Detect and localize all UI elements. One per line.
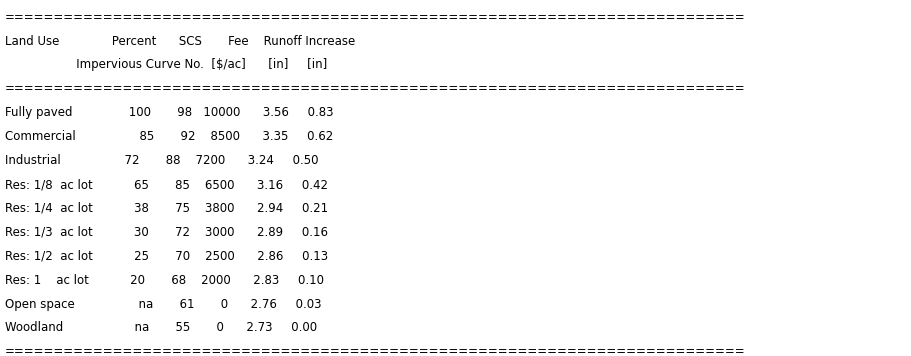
- Text: Res: 1    ac lot           20       68    2000      2.83     0.10: Res: 1 ac lot 20 68 2000 2.83 0.10: [5, 274, 323, 287]
- Text: Res: 1/2  ac lot           25       70    2500      2.86     0.13: Res: 1/2 ac lot 25 70 2500 2.86 0.13: [5, 250, 327, 263]
- Text: Land Use              Percent      SCS       Fee    Runoff Increase: Land Use Percent SCS Fee Runoff Increase: [5, 35, 354, 48]
- Text: Open space                 na       61       0      2.76     0.03: Open space na 61 0 2.76 0.03: [5, 298, 321, 310]
- Text: Woodland                   na       55       0      2.73     0.00: Woodland na 55 0 2.73 0.00: [5, 321, 316, 334]
- Text: Impervious Curve No.  [$/ac]      [in]     [in]: Impervious Curve No. [$/ac] [in] [in]: [5, 58, 326, 72]
- Text: Fully paved               100       98   10000      3.56     0.83: Fully paved 100 98 10000 3.56 0.83: [5, 106, 333, 119]
- Text: Industrial                 72       88    7200      3.24     0.50: Industrial 72 88 7200 3.24 0.50: [5, 154, 318, 167]
- Text: Res: 1/3  ac lot           30       72    3000      2.89     0.16: Res: 1/3 ac lot 30 72 3000 2.89 0.16: [5, 226, 327, 239]
- Text: ===========================================================================: ========================================…: [5, 82, 744, 95]
- Text: Commercial                 85       92    8500      3.35     0.62: Commercial 85 92 8500 3.35 0.62: [5, 130, 333, 143]
- Text: Res: 1/8  ac lot           65       85    6500      3.16     0.42: Res: 1/8 ac lot 65 85 6500 3.16 0.42: [5, 178, 327, 191]
- Text: ===========================================================================: ========================================…: [5, 345, 744, 356]
- Text: Res: 1/4  ac lot           38       75    3800      2.94     0.21: Res: 1/4 ac lot 38 75 3800 2.94 0.21: [5, 202, 327, 215]
- Text: ===========================================================================: ========================================…: [5, 11, 744, 24]
